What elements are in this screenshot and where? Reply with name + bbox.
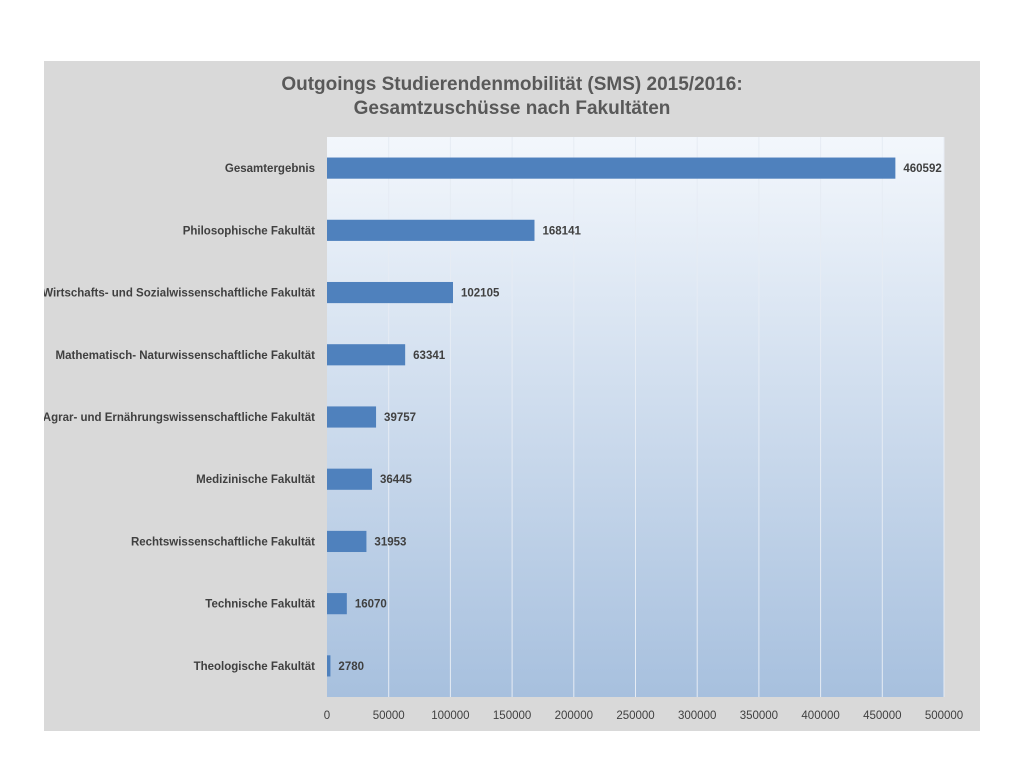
- bar: [327, 157, 896, 179]
- category-label: Theologische Fakultät: [194, 661, 316, 673]
- x-tick-label: 500000: [925, 710, 963, 722]
- x-tick-label: 0: [324, 710, 330, 722]
- bar: [327, 406, 377, 428]
- x-axis-ticks: 0 50000 100000 150000 200000 250000 300000 3500…: [324, 710, 963, 722]
- bar: [327, 219, 535, 241]
- data-label: 39757: [384, 412, 416, 424]
- data-label: 36445: [380, 474, 413, 486]
- x-tick-label: 50000: [373, 710, 405, 722]
- x-tick-label: 200000: [555, 710, 593, 722]
- chart-title: Outgoings Studierendenmobilität (SMS) 20…: [281, 74, 743, 95]
- data-label: 168141: [542, 225, 581, 237]
- data-label: 460592: [903, 163, 941, 175]
- x-tick-label: 250000: [616, 710, 654, 722]
- category-label: Philosophische Fakultät: [183, 225, 315, 237]
- category-label: Wirtschafts- und Sozialwissenschaftliche…: [44, 288, 315, 300]
- x-tick-label: 300000: [678, 710, 716, 722]
- category-label: Mathematisch- Naturwissenschaftliche Fak…: [56, 350, 316, 362]
- data-label: 2780: [338, 661, 364, 673]
- data-label: 63341: [413, 350, 446, 362]
- chart-subtitle: Gesamtzuschüsse nach Fakultäten: [353, 98, 671, 119]
- category-label: Rechtswissenschaftliche Fakultät: [131, 536, 315, 548]
- x-tick-label: 150000: [493, 710, 531, 722]
- x-tick-label: 350000: [740, 710, 778, 722]
- bar: [327, 655, 331, 677]
- chart-frame: Gesamtergebnis Philosophische Fakultät Wir…: [44, 61, 980, 731]
- chart-title-block: Outgoings Studierendenmobilität (SMS) 20…: [44, 73, 980, 121]
- data-label: 31953: [374, 536, 406, 548]
- bars: [327, 157, 896, 677]
- x-tick-label: 400000: [801, 710, 839, 722]
- data-label: 102105: [461, 288, 500, 300]
- category-label: Gesamtergebnis: [225, 163, 315, 175]
- bar: [327, 344, 406, 366]
- x-tick-label: 450000: [863, 710, 901, 722]
- bar: [327, 468, 372, 490]
- data-labels: 460592 168141 102105 63341 39757 36445 31953 16…: [338, 163, 941, 673]
- bar: [327, 281, 453, 304]
- x-tick-label: 100000: [431, 710, 469, 722]
- category-label: Agrar- und Ernährungswissenschaftliche F…: [44, 412, 315, 424]
- bar: [327, 593, 347, 615]
- category-label: Technische Fakultät: [205, 599, 315, 611]
- category-labels: Gesamtergebnis Philosophische Fakultät Wir…: [44, 163, 315, 673]
- data-label: 16070: [355, 599, 387, 611]
- bar-chart: Gesamtergebnis Philosophische Fakultät Wir…: [44, 137, 963, 722]
- category-label: Medizinische Fakultät: [196, 474, 315, 486]
- bar: [327, 530, 367, 553]
